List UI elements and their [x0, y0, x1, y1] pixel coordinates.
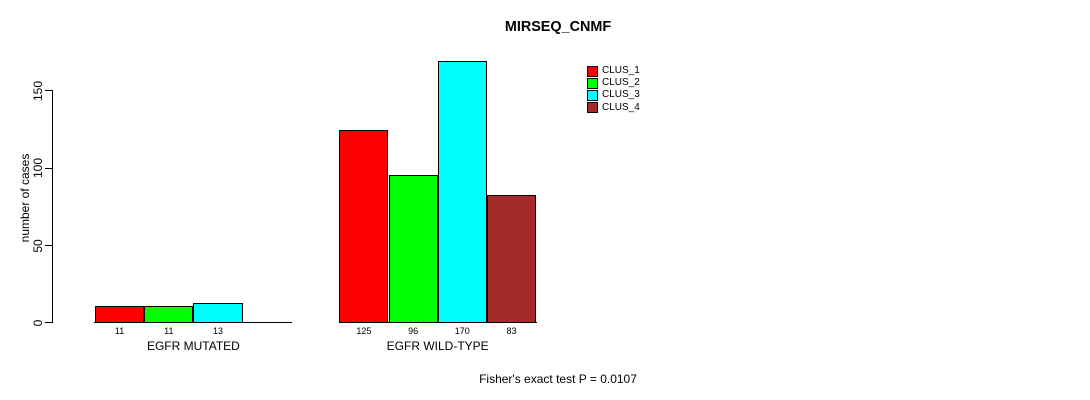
legend-label: CLUS_1: [602, 65, 640, 76]
chart-title: MIRSEQ_CNMF: [504, 19, 612, 35]
y-axis-line: [52, 90, 54, 324]
legend-swatch-clus_1: [587, 65, 598, 77]
legend-label: CLUS_4: [602, 101, 640, 113]
y-axis-tick: [45, 90, 53, 92]
bar-value-label: 13: [212, 325, 224, 336]
bar-clus_4-egfr-wild-type: [486, 195, 537, 324]
legend-swatch-clus_2: [587, 77, 598, 89]
bar-clus_3-egfr-mutated: [193, 303, 243, 324]
bar-value-label: 125: [356, 325, 372, 336]
legend-label: CLUS_3: [602, 89, 640, 101]
bar-clus_1-egfr-mutated: [95, 306, 145, 324]
y-axis-tick-label: 0: [31, 319, 45, 327]
y-axis-tick: [45, 322, 53, 324]
y-axis-tick-label: 50: [31, 238, 45, 253]
y-axis-tick: [45, 244, 53, 247]
legend-swatch-clus_3: [587, 89, 598, 101]
legend-item-clus_1: CLUS_1: [587, 65, 640, 77]
legend-item-clus_3: CLUS_3: [587, 89, 640, 101]
bar-clus_1-egfr-wild-type: [339, 130, 389, 324]
y-axis-tick: [45, 167, 53, 169]
bar-value-label: 96: [408, 325, 419, 336]
x-axis-group-label: EGFR WILD-TYPE: [386, 339, 489, 353]
legend-swatch-clus_4: [587, 102, 598, 114]
legend-item-clus_4: CLUS_4: [587, 101, 640, 114]
y-axis-tick-label: 150: [31, 80, 45, 102]
bar-value-label: 170: [454, 325, 470, 336]
y-axis-title: number of cases: [18, 153, 32, 243]
bar-clus_2-egfr-mutated: [144, 306, 194, 324]
legend-label: CLUS_2: [602, 77, 640, 89]
bar-value-label: 11: [114, 325, 125, 336]
bar-value-label: 11: [164, 325, 174, 336]
bar-clus_2-egfr-wild-type: [388, 175, 438, 324]
bar-value-label: 83: [506, 325, 517, 336]
bar-clus_3-egfr-wild-type: [437, 60, 487, 324]
y-axis-tick-label: 100: [31, 158, 45, 179]
fisher-test-annotation: Fisher's exact test P = 0.0107: [479, 372, 637, 386]
x-axis-group-label: EGFR MUTATED: [146, 339, 240, 353]
legend-item-clus_2: CLUS_2: [587, 77, 640, 89]
